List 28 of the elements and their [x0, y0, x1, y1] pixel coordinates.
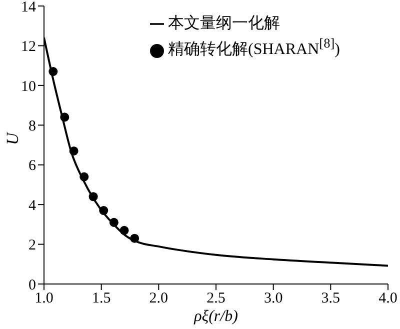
point: [120, 226, 129, 235]
x-tick-label: 2.0: [149, 290, 168, 307]
x-axis-title: ρξ(r/b): [193, 308, 238, 325]
y-tick-label: 6: [28, 158, 36, 174]
y-tick-label: 14: [21, 0, 36, 16]
point: [88, 192, 98, 202]
x-tick-label: 1.0: [34, 290, 54, 307]
legend-label: 精确转化解(SHARAN$^{[8]}$): [168, 36, 340, 58]
point: [48, 67, 58, 76]
x-tick-label: 1.5: [92, 290, 111, 307]
point: [109, 218, 118, 227]
point: [60, 112, 70, 122]
y-tick-label: 0: [28, 277, 36, 294]
x-tick-label: 3.0: [264, 290, 283, 307]
x-tick-label: 3.5: [321, 290, 340, 307]
legend-label: 本文量纲一化解: [168, 15, 280, 32]
y-tick-label: 12: [21, 39, 36, 56]
y-tick-label: 4: [28, 198, 36, 214]
point: [130, 234, 140, 243]
y-axis-title: U: [3, 131, 22, 145]
point: [99, 206, 108, 216]
y-tick-label: 2: [28, 238, 36, 254]
point: [69, 146, 78, 156]
point: [80, 172, 89, 182]
x-tick-label: 4.0: [378, 290, 398, 307]
y-tick-label: 10: [21, 78, 36, 95]
x-tick-label: 2.5: [206, 290, 226, 307]
y-tick-label: 8: [28, 118, 36, 134]
